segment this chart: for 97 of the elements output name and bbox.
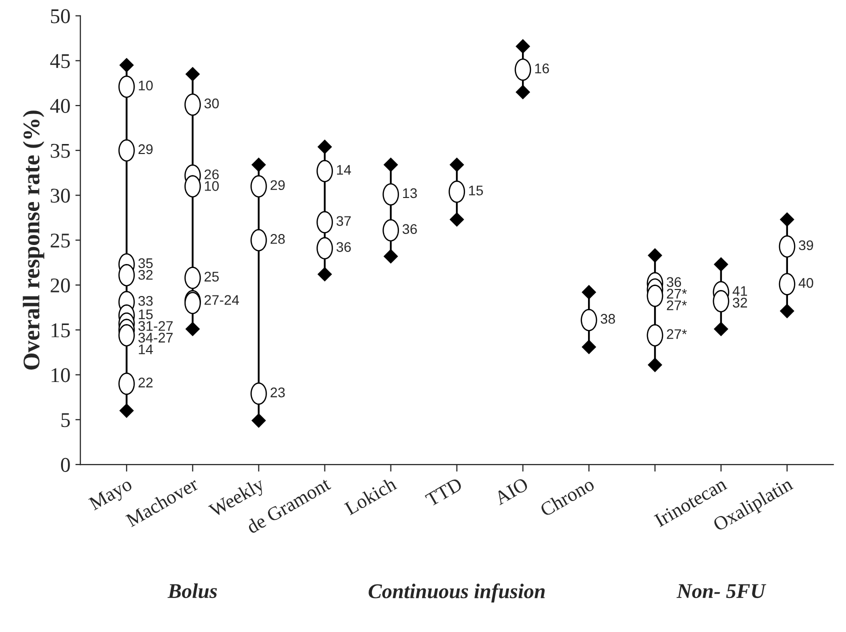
y-tick-label: 30: [50, 188, 70, 203]
point: [316, 160, 333, 182]
point: [780, 212, 794, 227]
series-label: 32: [732, 298, 748, 308]
point: [118, 372, 135, 395]
series-label: 29: [138, 144, 153, 154]
point: [250, 229, 267, 252]
point: [582, 284, 596, 300]
point: [118, 76, 135, 98]
y-axis-title: Overall response rate (%): [22, 110, 44, 370]
series-label: 37: [336, 216, 351, 226]
y-tick-label: 25: [50, 234, 70, 248]
point: [185, 322, 200, 336]
series-label: 14: [138, 344, 153, 354]
series-label: 32: [138, 270, 153, 280]
y-tick-label: 20: [50, 278, 70, 292]
point: [384, 157, 398, 172]
text: Non- 5FU: [676, 584, 766, 598]
point: [118, 139, 135, 162]
x-tick-label: TTD: [424, 477, 463, 507]
point: [778, 235, 796, 258]
point: [184, 93, 201, 116]
series-label: 16: [535, 64, 549, 74]
series-label: 30: [204, 98, 219, 108]
point: [118, 264, 135, 286]
y-tick-label: 5: [61, 413, 70, 428]
point: [251, 413, 266, 428]
series-label: 10: [204, 181, 219, 191]
point: [317, 140, 332, 154]
point: [714, 322, 728, 336]
point: [184, 266, 201, 290]
point: [448, 180, 466, 203]
point: [714, 257, 728, 272]
series-label: 33: [138, 296, 153, 306]
y-tick-label: 0: [61, 458, 70, 472]
point: [514, 58, 532, 81]
series-label: 26: [204, 169, 219, 180]
series-label: 15: [469, 186, 483, 196]
point: [316, 237, 333, 260]
y-tick-label: 45: [50, 54, 70, 68]
y-tick-label: 40: [50, 98, 70, 113]
y-tick-label: 10: [52, 368, 70, 382]
point: [251, 157, 266, 172]
series-label: 31-27: [138, 321, 173, 331]
series-label: 36: [666, 277, 682, 287]
point: [712, 290, 730, 312]
series-label: 10: [138, 80, 153, 90]
point: [317, 266, 332, 282]
series-label: 41: [732, 286, 748, 296]
text: Continuous infusion: [368, 583, 545, 603]
point: [646, 284, 664, 307]
series-label: 27*: [666, 300, 687, 310]
series-label: 13: [403, 188, 417, 198]
series-label: 38: [600, 314, 616, 324]
series-label: 15: [138, 310, 153, 320]
point: [450, 157, 464, 172]
point: [648, 248, 662, 263]
series-label: 27*: [666, 329, 687, 339]
point: [250, 382, 267, 405]
series-label: 40: [798, 278, 814, 288]
series-label: 27*: [666, 288, 687, 298]
text: Bolus: [168, 583, 217, 598]
point: [648, 358, 662, 372]
y-tick-label: 15: [52, 323, 70, 338]
point: [250, 175, 267, 198]
point: [119, 403, 134, 418]
point: [185, 66, 200, 82]
point: [780, 304, 794, 318]
series-label: 39: [798, 240, 814, 250]
series-label: 29: [270, 180, 285, 190]
point: [316, 211, 333, 234]
point: [382, 183, 400, 206]
point: [516, 39, 530, 54]
point: [119, 58, 134, 72]
point: [646, 324, 664, 346]
series-label: 27-24: [204, 295, 239, 305]
y-tick-label: 50: [51, 9, 70, 24]
point: [384, 249, 398, 264]
series-label: 14: [337, 165, 352, 175]
series-label: 34-27: [138, 332, 173, 343]
point: [778, 272, 796, 296]
point: [450, 212, 464, 227]
point: [516, 84, 530, 100]
series-label: 23: [270, 388, 285, 398]
series-label: 36: [336, 242, 351, 252]
point: [184, 175, 201, 198]
series-label: 22: [138, 378, 153, 388]
series-label: 36: [402, 224, 417, 234]
point: [382, 219, 400, 242]
point: [118, 324, 135, 346]
series-label: 28: [270, 234, 285, 244]
point: [582, 340, 596, 354]
series-label: 35: [138, 258, 153, 268]
point: [580, 308, 598, 332]
y-tick-label: 35: [50, 144, 70, 158]
series-label: 25: [204, 272, 219, 282]
x-tick-label: AIO: [493, 477, 530, 506]
